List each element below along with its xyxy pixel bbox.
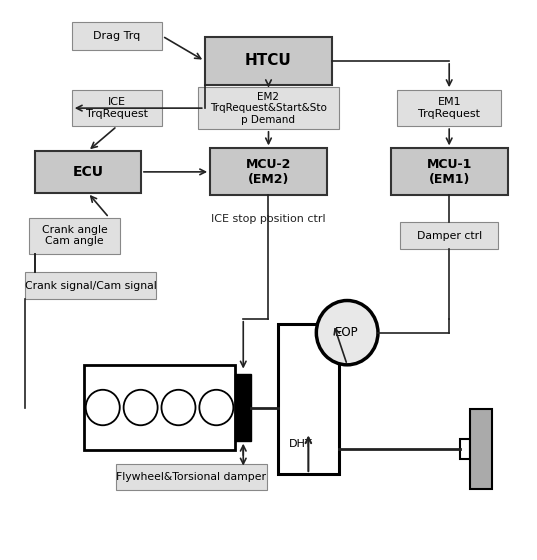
Text: Drag Trq: Drag Trq [93, 31, 141, 41]
Text: ECU: ECU [72, 165, 103, 179]
FancyBboxPatch shape [72, 90, 162, 126]
FancyBboxPatch shape [198, 87, 339, 129]
FancyBboxPatch shape [84, 365, 235, 450]
FancyBboxPatch shape [470, 409, 492, 489]
Text: EM1
TrqRequest: EM1 TrqRequest [418, 97, 480, 119]
Text: MCU-1
(EM1): MCU-1 (EM1) [426, 158, 472, 186]
FancyBboxPatch shape [205, 38, 332, 85]
Text: MCU-2
(EM2): MCU-2 (EM2) [246, 158, 291, 186]
FancyBboxPatch shape [210, 148, 327, 195]
Circle shape [316, 301, 378, 365]
FancyBboxPatch shape [30, 218, 120, 254]
FancyBboxPatch shape [460, 440, 470, 459]
FancyBboxPatch shape [397, 90, 501, 126]
Text: ICE stop position ctrl: ICE stop position ctrl [211, 214, 326, 224]
Text: Crank angle
Cam angle: Crank angle Cam angle [42, 225, 107, 246]
Text: EM2
TrqRequest&Start&Sto
p Demand: EM2 TrqRequest&Start&Sto p Demand [210, 91, 327, 125]
Text: Crank signal/Cam signal: Crank signal/Cam signal [25, 281, 156, 291]
FancyBboxPatch shape [72, 22, 162, 50]
FancyBboxPatch shape [391, 148, 507, 195]
FancyBboxPatch shape [25, 272, 156, 299]
Text: EOP: EOP [335, 326, 359, 339]
Text: Damper ctrl: Damper ctrl [417, 231, 482, 241]
Text: Flywheel&Torsional damper: Flywheel&Torsional damper [117, 472, 266, 482]
Text: HTCU: HTCU [245, 54, 292, 68]
FancyBboxPatch shape [400, 222, 498, 249]
Text: DHT: DHT [288, 438, 312, 449]
FancyBboxPatch shape [115, 464, 267, 490]
FancyBboxPatch shape [235, 374, 251, 441]
FancyBboxPatch shape [35, 151, 141, 193]
FancyBboxPatch shape [278, 324, 339, 474]
Text: ICE
TrqRequest: ICE TrqRequest [86, 97, 148, 119]
